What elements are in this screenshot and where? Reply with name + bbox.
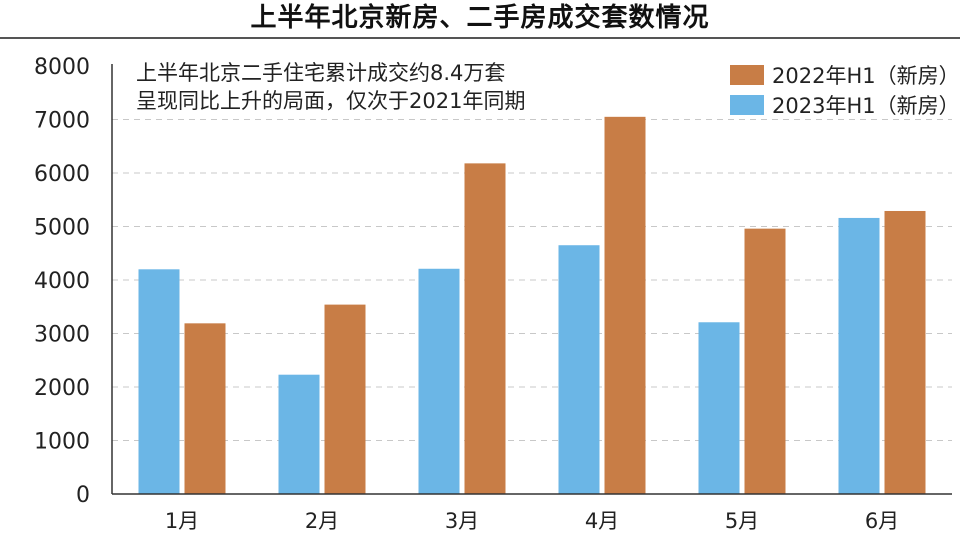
y-tick-label: 4000: [34, 269, 90, 294]
x-tick-label: 2月: [305, 509, 339, 533]
axes: [111, 64, 952, 495]
bar-2022-5: [744, 228, 786, 494]
y-tick-label: 5000: [34, 216, 90, 241]
legend-swatch: [730, 95, 764, 115]
x-tick-label: 4月: [585, 509, 619, 533]
bar-2022-4: [604, 116, 646, 494]
bar-2022-3: [464, 163, 506, 494]
y-tick-label: 8000: [34, 55, 90, 80]
x-tick-label: 1月: [165, 509, 199, 533]
chart-title: 上半年北京新房、二手房成交套数情况: [250, 3, 710, 33]
legend-swatch: [730, 65, 764, 85]
x-tick-label: 6月: [865, 509, 899, 533]
y-tick-label: 2000: [34, 376, 90, 401]
y-axis-ticks: 0 1000 2000 3000 4000 5000 6000 7000 8000: [34, 55, 90, 508]
bar-2022-6: [884, 210, 926, 495]
bar-2023-2: [278, 374, 320, 494]
y-tick-label: 0: [76, 483, 90, 508]
title-underline: [0, 37, 960, 39]
bar-2023-6: [838, 217, 880, 494]
annotation-line: 上半年北京二手住宅累计成交约8.4万套: [136, 61, 505, 85]
legend-label: 2023年H1（新房）: [772, 94, 960, 118]
bar-2023-1: [138, 269, 180, 494]
bars: [138, 116, 926, 495]
y-tick-label: 3000: [34, 323, 90, 348]
y-tick-label: 1000: [34, 430, 90, 455]
gridlines: [112, 119, 952, 441]
bar-2023-5: [698, 322, 740, 494]
annotation-line: 呈现同比上升的局面，仅次于2021年同期: [136, 89, 525, 113]
bar-2022-1: [184, 323, 226, 494]
bar-2023-3: [418, 268, 460, 494]
x-tick-label: 3月: [445, 509, 479, 533]
legend-label: 2022年H1（新房）: [772, 64, 960, 88]
x-tick-label: 5月: [725, 509, 759, 533]
y-tick-label: 7000: [34, 109, 90, 134]
x-axis-ticks: 1月 2月 3月 4月 5月 6月: [165, 509, 899, 533]
bar-2022-2: [324, 304, 366, 494]
y-tick-label: 6000: [34, 162, 90, 187]
legend: 2022年H1（新房） 2023年H1（新房）: [730, 64, 960, 118]
bar-2023-4: [558, 245, 600, 494]
